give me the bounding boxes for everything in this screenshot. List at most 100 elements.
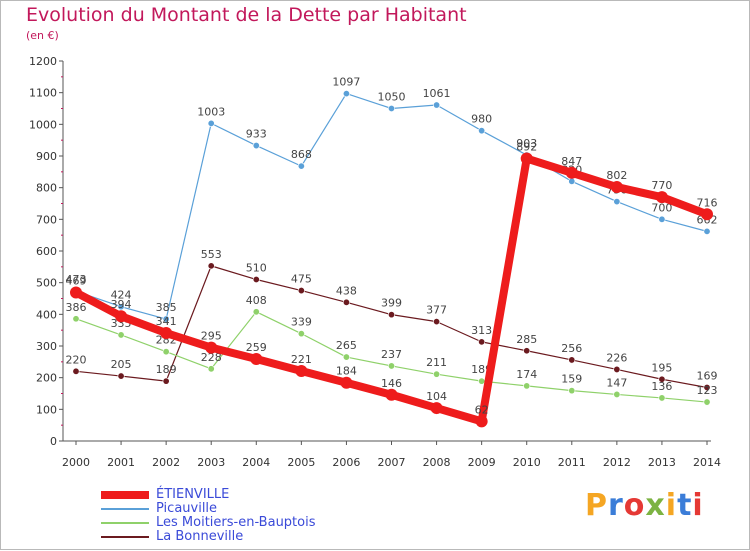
- x-tick-label: 2010: [513, 456, 541, 469]
- data-label-picauville: 1050: [378, 91, 406, 104]
- data-label-etienville: 259: [246, 341, 267, 354]
- data-label-la-bonneville: 475: [291, 273, 312, 286]
- logo-letter: i: [692, 488, 704, 523]
- logo-letter: o: [623, 488, 646, 523]
- data-point-etienville: [610, 181, 623, 194]
- data-point-les-moitiers-en-bauptois: [523, 382, 531, 390]
- data-point-les-moitiers-en-bauptois: [658, 394, 666, 402]
- data-point-picauville: [297, 162, 305, 170]
- data-label-etienville: 469: [66, 274, 87, 287]
- data-point-les-moitiers-en-bauptois: [342, 353, 350, 361]
- data-point-les-moitiers-en-bauptois: [433, 370, 441, 378]
- data-point-picauville: [342, 90, 350, 98]
- y-tick-label: 0: [50, 435, 57, 448]
- data-label-etienville: 184: [336, 365, 357, 378]
- data-label-picauville: 1061: [423, 87, 451, 100]
- y-tick-label: 900: [36, 150, 57, 163]
- data-label-la-bonneville: 285: [516, 333, 537, 346]
- y-tick-label: 500: [36, 277, 57, 290]
- data-label-les-moitiers-en-bauptois: 123: [697, 384, 718, 397]
- x-tick-label: 2003: [197, 456, 225, 469]
- y-tick-label: 700: [36, 213, 57, 226]
- data-point-picauville: [387, 105, 395, 113]
- x-tick-label: 2012: [603, 456, 631, 469]
- data-point-etienville: [70, 286, 82, 299]
- legend-swatch: [101, 491, 149, 499]
- data-label-la-bonneville: 195: [651, 361, 672, 374]
- data-label-les-moitiers-en-bauptois: 386: [66, 301, 87, 314]
- legend-item: La Bonneville: [101, 529, 361, 544]
- data-label-etienville: 295: [201, 330, 222, 343]
- x-tick-label: 2006: [332, 456, 360, 469]
- data-point-picauville: [613, 198, 621, 206]
- data-label-etienville: 62: [475, 403, 489, 416]
- data-point-la-bonneville: [72, 367, 80, 375]
- y-tick-label: 1100: [29, 87, 57, 100]
- data-point-la-bonneville: [478, 338, 486, 346]
- data-point-picauville: [252, 142, 260, 150]
- data-point-etienville: [655, 191, 668, 204]
- data-point-les-moitiers-en-bauptois: [162, 348, 170, 356]
- data-point-etienville: [340, 376, 353, 389]
- data-point-les-moitiers-en-bauptois: [297, 330, 305, 338]
- data-label-la-bonneville: 553: [201, 248, 222, 261]
- y-tick-label: 800: [36, 182, 57, 195]
- data-label-etienville: 770: [651, 179, 672, 192]
- data-point-picauville: [117, 303, 125, 311]
- legend-item: ÉTIENVILLE: [101, 487, 361, 502]
- data-point-les-moitiers-en-bauptois: [613, 390, 621, 398]
- x-tick-label: 2002: [152, 456, 180, 469]
- data-point-les-moitiers-en-bauptois: [703, 398, 711, 406]
- legend-label: ÉTIENVILLE: [156, 487, 230, 502]
- data-point-les-moitiers-en-bauptois: [387, 362, 395, 370]
- data-label-la-bonneville: 256: [561, 342, 582, 355]
- legend-label: La Bonneville: [156, 529, 244, 544]
- data-point-la-bonneville: [342, 298, 350, 306]
- y-tick-label: 300: [36, 340, 57, 353]
- data-label-picauville: 424: [111, 289, 132, 302]
- x-tick-label: 2004: [242, 456, 270, 469]
- data-label-les-moitiers-en-bauptois: 159: [561, 373, 582, 386]
- y-tick-label: 600: [36, 245, 57, 258]
- proxiti-logo: Proxiti: [585, 488, 704, 523]
- data-point-picauville: [478, 127, 486, 135]
- legend-swatch: [101, 522, 149, 524]
- legend-item: Picauville: [101, 501, 361, 516]
- data-point-les-moitiers-en-bauptois: [117, 331, 125, 339]
- data-point-la-bonneville: [703, 383, 711, 391]
- data-label-la-bonneville: 399: [381, 297, 402, 310]
- data-point-la-bonneville: [387, 311, 395, 319]
- chart-legend: ÉTIENVILLE Picauville Les Moitiers-en-Baup…: [101, 487, 361, 544]
- data-label-etienville: 104: [426, 390, 447, 403]
- data-point-etienville: [205, 341, 218, 354]
- x-tick-label: 2008: [423, 456, 451, 469]
- data-label-etienville: 394: [111, 298, 132, 311]
- data-label-la-bonneville: 220: [66, 353, 87, 366]
- data-point-la-bonneville: [207, 262, 215, 270]
- chart-unit-label: (en €): [26, 29, 59, 42]
- data-label-picauville: 700: [651, 201, 672, 214]
- data-point-picauville: [207, 119, 215, 127]
- data-label-les-moitiers-en-bauptois: 228: [201, 351, 222, 364]
- x-tick-label: 2011: [558, 456, 586, 469]
- x-tick-label: 2005: [287, 456, 315, 469]
- data-point-picauville: [703, 227, 711, 235]
- data-label-les-moitiers-en-bauptois: 174: [516, 368, 537, 381]
- data-label-etienville: 847: [561, 155, 582, 168]
- data-label-picauville: 933: [246, 128, 267, 141]
- data-point-picauville: [658, 215, 666, 223]
- data-point-etienville: [295, 365, 308, 378]
- data-label-picauville: 473: [66, 273, 87, 286]
- data-point-les-moitiers-en-bauptois: [252, 308, 260, 316]
- data-point-etienville: [475, 415, 488, 428]
- legend-item: Les Moitiers-en-Bauptois: [101, 515, 361, 530]
- y-tick-label: 400: [36, 308, 57, 321]
- data-point-la-bonneville: [117, 372, 125, 380]
- data-label-les-moitiers-en-bauptois: 265: [336, 339, 357, 352]
- data-point-la-bonneville: [613, 365, 621, 373]
- data-point-la-bonneville: [297, 287, 305, 295]
- chart-title: Evolution du Montant de la Dette par Hab…: [26, 4, 467, 26]
- data-point-la-bonneville: [658, 375, 666, 383]
- data-label-les-moitiers-en-bauptois: 211: [426, 356, 447, 369]
